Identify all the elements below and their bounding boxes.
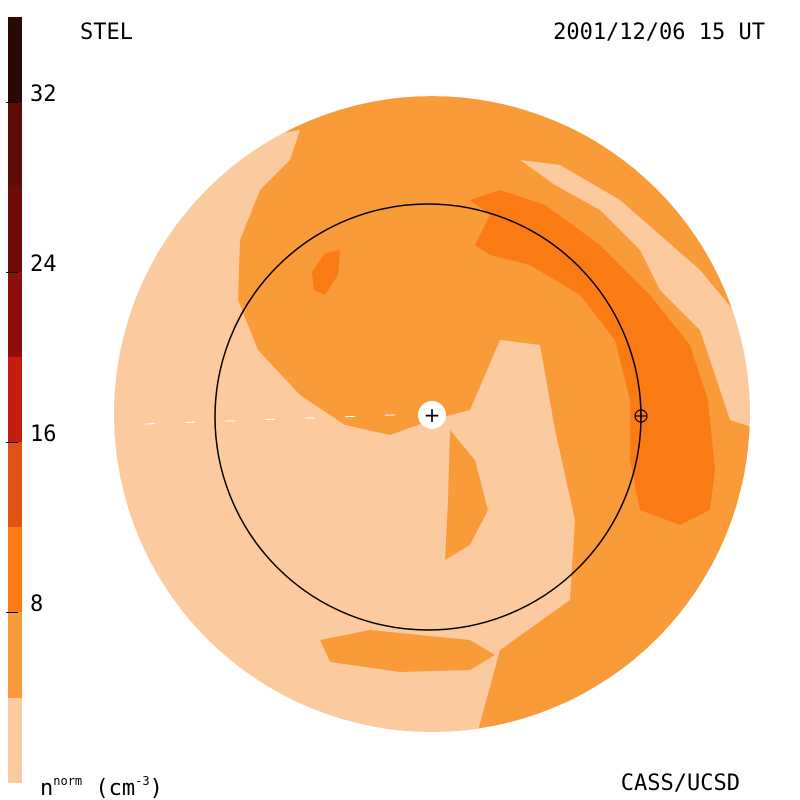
density-region-low xyxy=(520,160,750,430)
reference-line xyxy=(144,413,421,425)
sun-symbol: + xyxy=(424,403,441,427)
instrument-label: STEL xyxy=(80,20,133,45)
color-scale-tick xyxy=(6,442,18,443)
color-scale-segment xyxy=(8,102,22,187)
timestamp-label: 2001/12/06 15 UT xyxy=(553,20,765,45)
color-scale-segment xyxy=(8,527,22,612)
density-region-mid xyxy=(320,630,495,672)
density-region-high xyxy=(312,250,340,295)
color-scale-tick xyxy=(6,612,18,613)
density-region-high xyxy=(470,190,715,525)
quantity-symbol: n xyxy=(40,776,54,800)
density-region-mid xyxy=(445,430,488,560)
color-scale-tick xyxy=(6,272,18,273)
color-scale-segment xyxy=(8,698,22,783)
color-scale-tick-label: 16 xyxy=(30,422,57,447)
color-scale-segment xyxy=(8,272,22,357)
unit-prefix: (cm xyxy=(95,776,136,800)
color-scale-units-label: nnorm (cm-3) xyxy=(40,770,163,800)
color-scale-segment xyxy=(8,17,22,102)
unit-suffix: ) xyxy=(149,776,163,800)
color-scale-tick-label: 32 xyxy=(30,82,57,107)
credit-label: CASS/UCSD xyxy=(620,771,740,796)
color-scale-segment xyxy=(8,442,22,527)
quantity-superscript: norm xyxy=(53,774,83,788)
color-scale-segment xyxy=(8,187,22,272)
color-scale-tick xyxy=(6,102,18,103)
density-region-low xyxy=(114,130,575,732)
color-scale-segment xyxy=(8,357,22,442)
color-scale-tick-label: 24 xyxy=(30,252,57,277)
sun-marker xyxy=(418,401,446,429)
unit-exponent: -3 xyxy=(135,774,150,788)
color-scale-tick-label: 8 xyxy=(30,592,44,617)
color-scale-segment xyxy=(8,612,22,698)
